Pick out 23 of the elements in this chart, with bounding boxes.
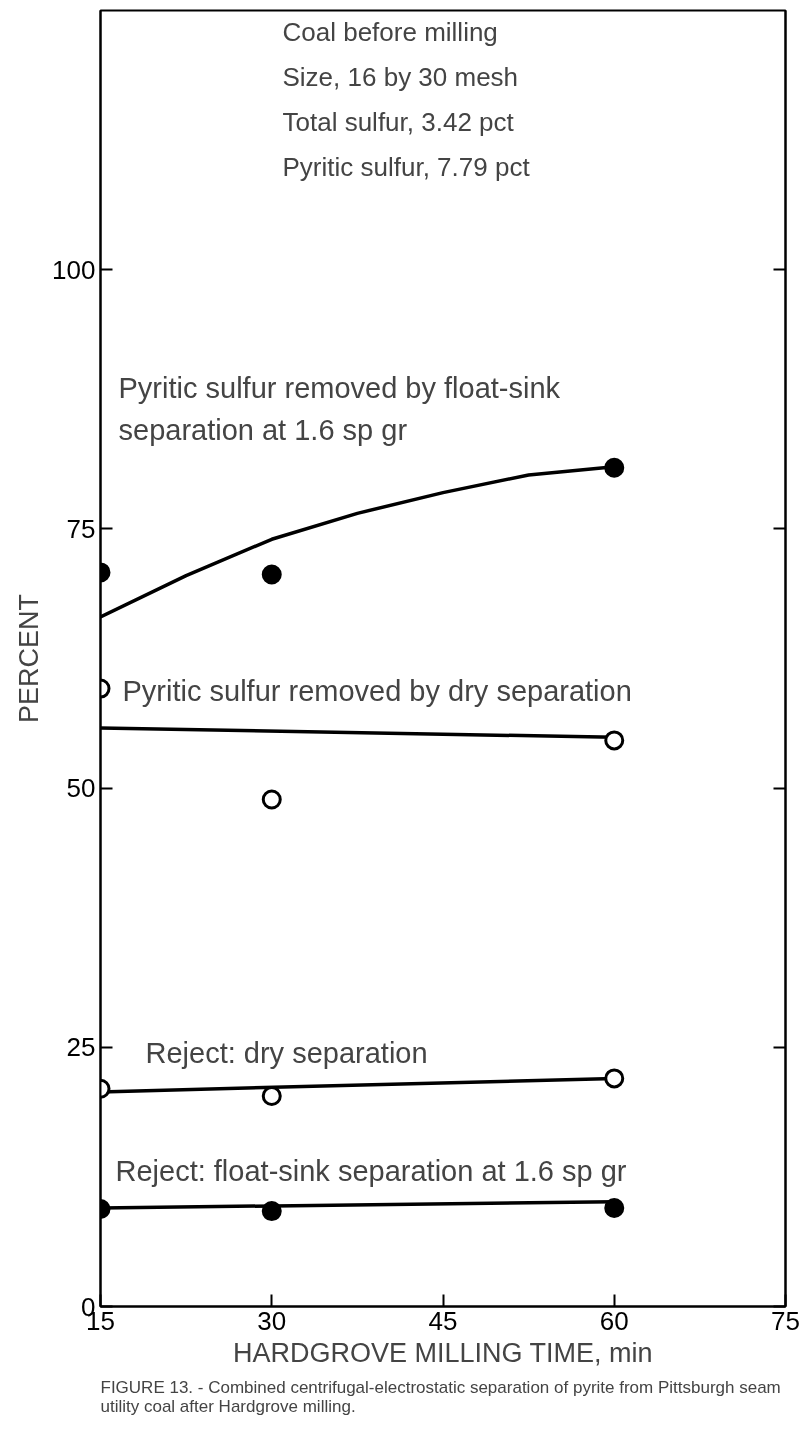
- y-tick-label: 75: [66, 513, 96, 544]
- x-tick-label: 30: [257, 1305, 287, 1336]
- x-tick-label: 75: [771, 1305, 800, 1336]
- x-axis-title: HARDGROVE MILLING TIME, min: [232, 1337, 653, 1368]
- y-tick-label: 50: [66, 773, 96, 804]
- series-label: Pyritic sulfur removed by dry separation: [122, 674, 632, 707]
- point: [604, 457, 625, 478]
- annotation: Total sulfur, 3.42 pct: [282, 106, 515, 137]
- series-label: Reject: dry separation: [145, 1036, 428, 1069]
- series-label: Reject: float-sink separation at 1.6 sp gr: [115, 1155, 627, 1188]
- caption: FIGURE 13. - Combined centrifugal-electrostatic separation of pyrite from Pittsburgh seam utility coal after Hardgrove milling.: [100, 1377, 781, 1416]
- annotation: Size, 16 by 30 mesh: [282, 61, 519, 92]
- x-tick-label: 45: [428, 1305, 458, 1336]
- annotation: Coal before milling: [282, 16, 498, 47]
- point: [604, 730, 625, 751]
- series-label: Pyritic sulfur removed by float-sink separation at 1.6 sp gr: [118, 372, 561, 447]
- x-tick-label: 60: [599, 1305, 629, 1336]
- y-tick-label: 25: [66, 1032, 96, 1063]
- point: [604, 1198, 625, 1218]
- y-tick-label: 100: [52, 254, 96, 285]
- point: [604, 1068, 625, 1089]
- y-axis-title: PERCENT: [14, 593, 45, 724]
- annotation: Pyritic sulfur, 7.79 pct: [282, 151, 531, 182]
